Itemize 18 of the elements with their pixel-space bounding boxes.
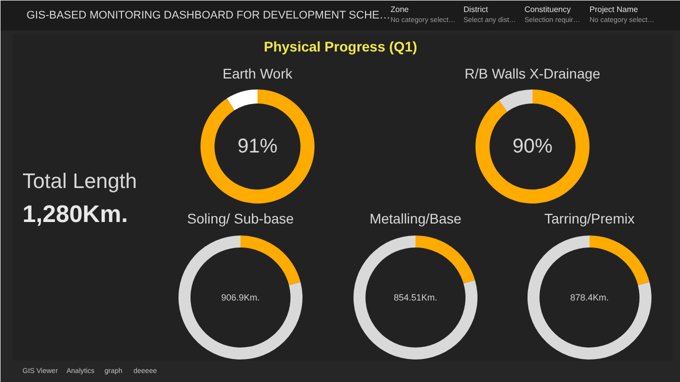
text: 906.9Km. — [221, 292, 260, 302]
text: 878.4Km. — [570, 292, 609, 302]
text: Zone — [390, 5, 410, 14]
text: GIS-BASED MONITORING DASHBOARD FOR DEVELOPMENT SCHE… — [26, 10, 390, 22]
text: Constituency — [524, 5, 571, 14]
data-label: 91% — [237, 136, 278, 158]
text: Physical Progress (Q1) — [264, 38, 418, 54]
chart-title: R/B Walls X-Drainage — [464, 66, 601, 82]
chart-title: Tarring/Premix — [544, 210, 635, 226]
chart-title: Earth Work — [222, 66, 294, 82]
text: Total Length — [22, 170, 137, 193]
data-label: 90% — [512, 136, 553, 158]
text: 854.51Km. — [394, 292, 438, 302]
text: Project Name — [590, 5, 639, 14]
text: District — [464, 5, 489, 14]
chart-title: Soling/ Sub-base — [187, 210, 294, 226]
text: 1,280Km. — [22, 201, 128, 228]
chart-title: Metalling/Base — [370, 210, 462, 226]
